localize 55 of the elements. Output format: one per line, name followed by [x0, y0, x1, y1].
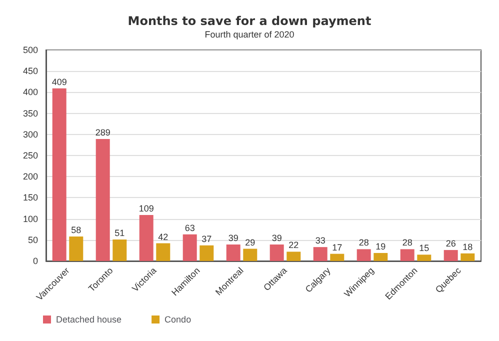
data-label: 22 [288, 240, 299, 250]
y-tick-label: 0 [32, 256, 38, 266]
bar [96, 139, 110, 261]
bar [286, 252, 301, 261]
bar [417, 254, 432, 261]
bar [330, 254, 344, 261]
y-tick-label: 500 [22, 45, 38, 55]
chart-subtitle: Fourth quarter of 2020 [204, 30, 294, 40]
y-tick-label: 300 [22, 129, 38, 140]
data-label: 42 [158, 232, 168, 242]
y-tick-label: 50 [28, 234, 38, 245]
data-label: 33 [315, 236, 326, 246]
data-label: 58 [71, 225, 82, 236]
data-label: 26 [446, 238, 456, 249]
y-tick-label: 450 [22, 66, 38, 76]
data-label: 28 [358, 238, 369, 248]
data-label: 29 [245, 237, 256, 248]
data-label: 63 [184, 222, 195, 233]
bar [112, 239, 127, 261]
bar [139, 215, 154, 261]
data-label: 51 [114, 228, 125, 238]
data-label: 28 [402, 238, 412, 248]
data-label: 15 [419, 243, 430, 254]
y-tick-label: 150 [22, 192, 38, 203]
data-label: 109 [138, 204, 154, 214]
y-tick-label: 400 [22, 87, 38, 98]
data-label: 37 [202, 234, 212, 244]
y-tick-label: 350 [22, 108, 38, 118]
data-label: 39 [272, 233, 282, 244]
data-label: 17 [332, 242, 342, 252]
legend-label: Condo [164, 314, 192, 324]
legend-label: Detached house [56, 314, 122, 324]
bar [400, 249, 414, 261]
bar [270, 244, 284, 261]
bar [156, 243, 170, 261]
bar [69, 236, 84, 261]
y-tick-label: 250 [22, 150, 38, 160]
bar [226, 244, 240, 261]
bar [52, 88, 66, 261]
bar [243, 248, 258, 261]
bar [356, 249, 371, 261]
bar [374, 252, 388, 261]
data-label: 19 [376, 241, 386, 252]
data-label: 409 [52, 76, 67, 87]
bar [182, 234, 197, 261]
data-label: 289 [95, 128, 110, 138]
data-label: 18 [462, 242, 473, 252]
bar [200, 245, 214, 261]
bar [444, 250, 458, 261]
y-tick-label: 100 [22, 214, 38, 224]
data-label: 39 [228, 233, 238, 244]
bar [460, 253, 475, 261]
bar [313, 247, 328, 261]
chart-title: Months to save for a down payment [128, 14, 372, 28]
y-tick-label: 200 [22, 172, 38, 182]
